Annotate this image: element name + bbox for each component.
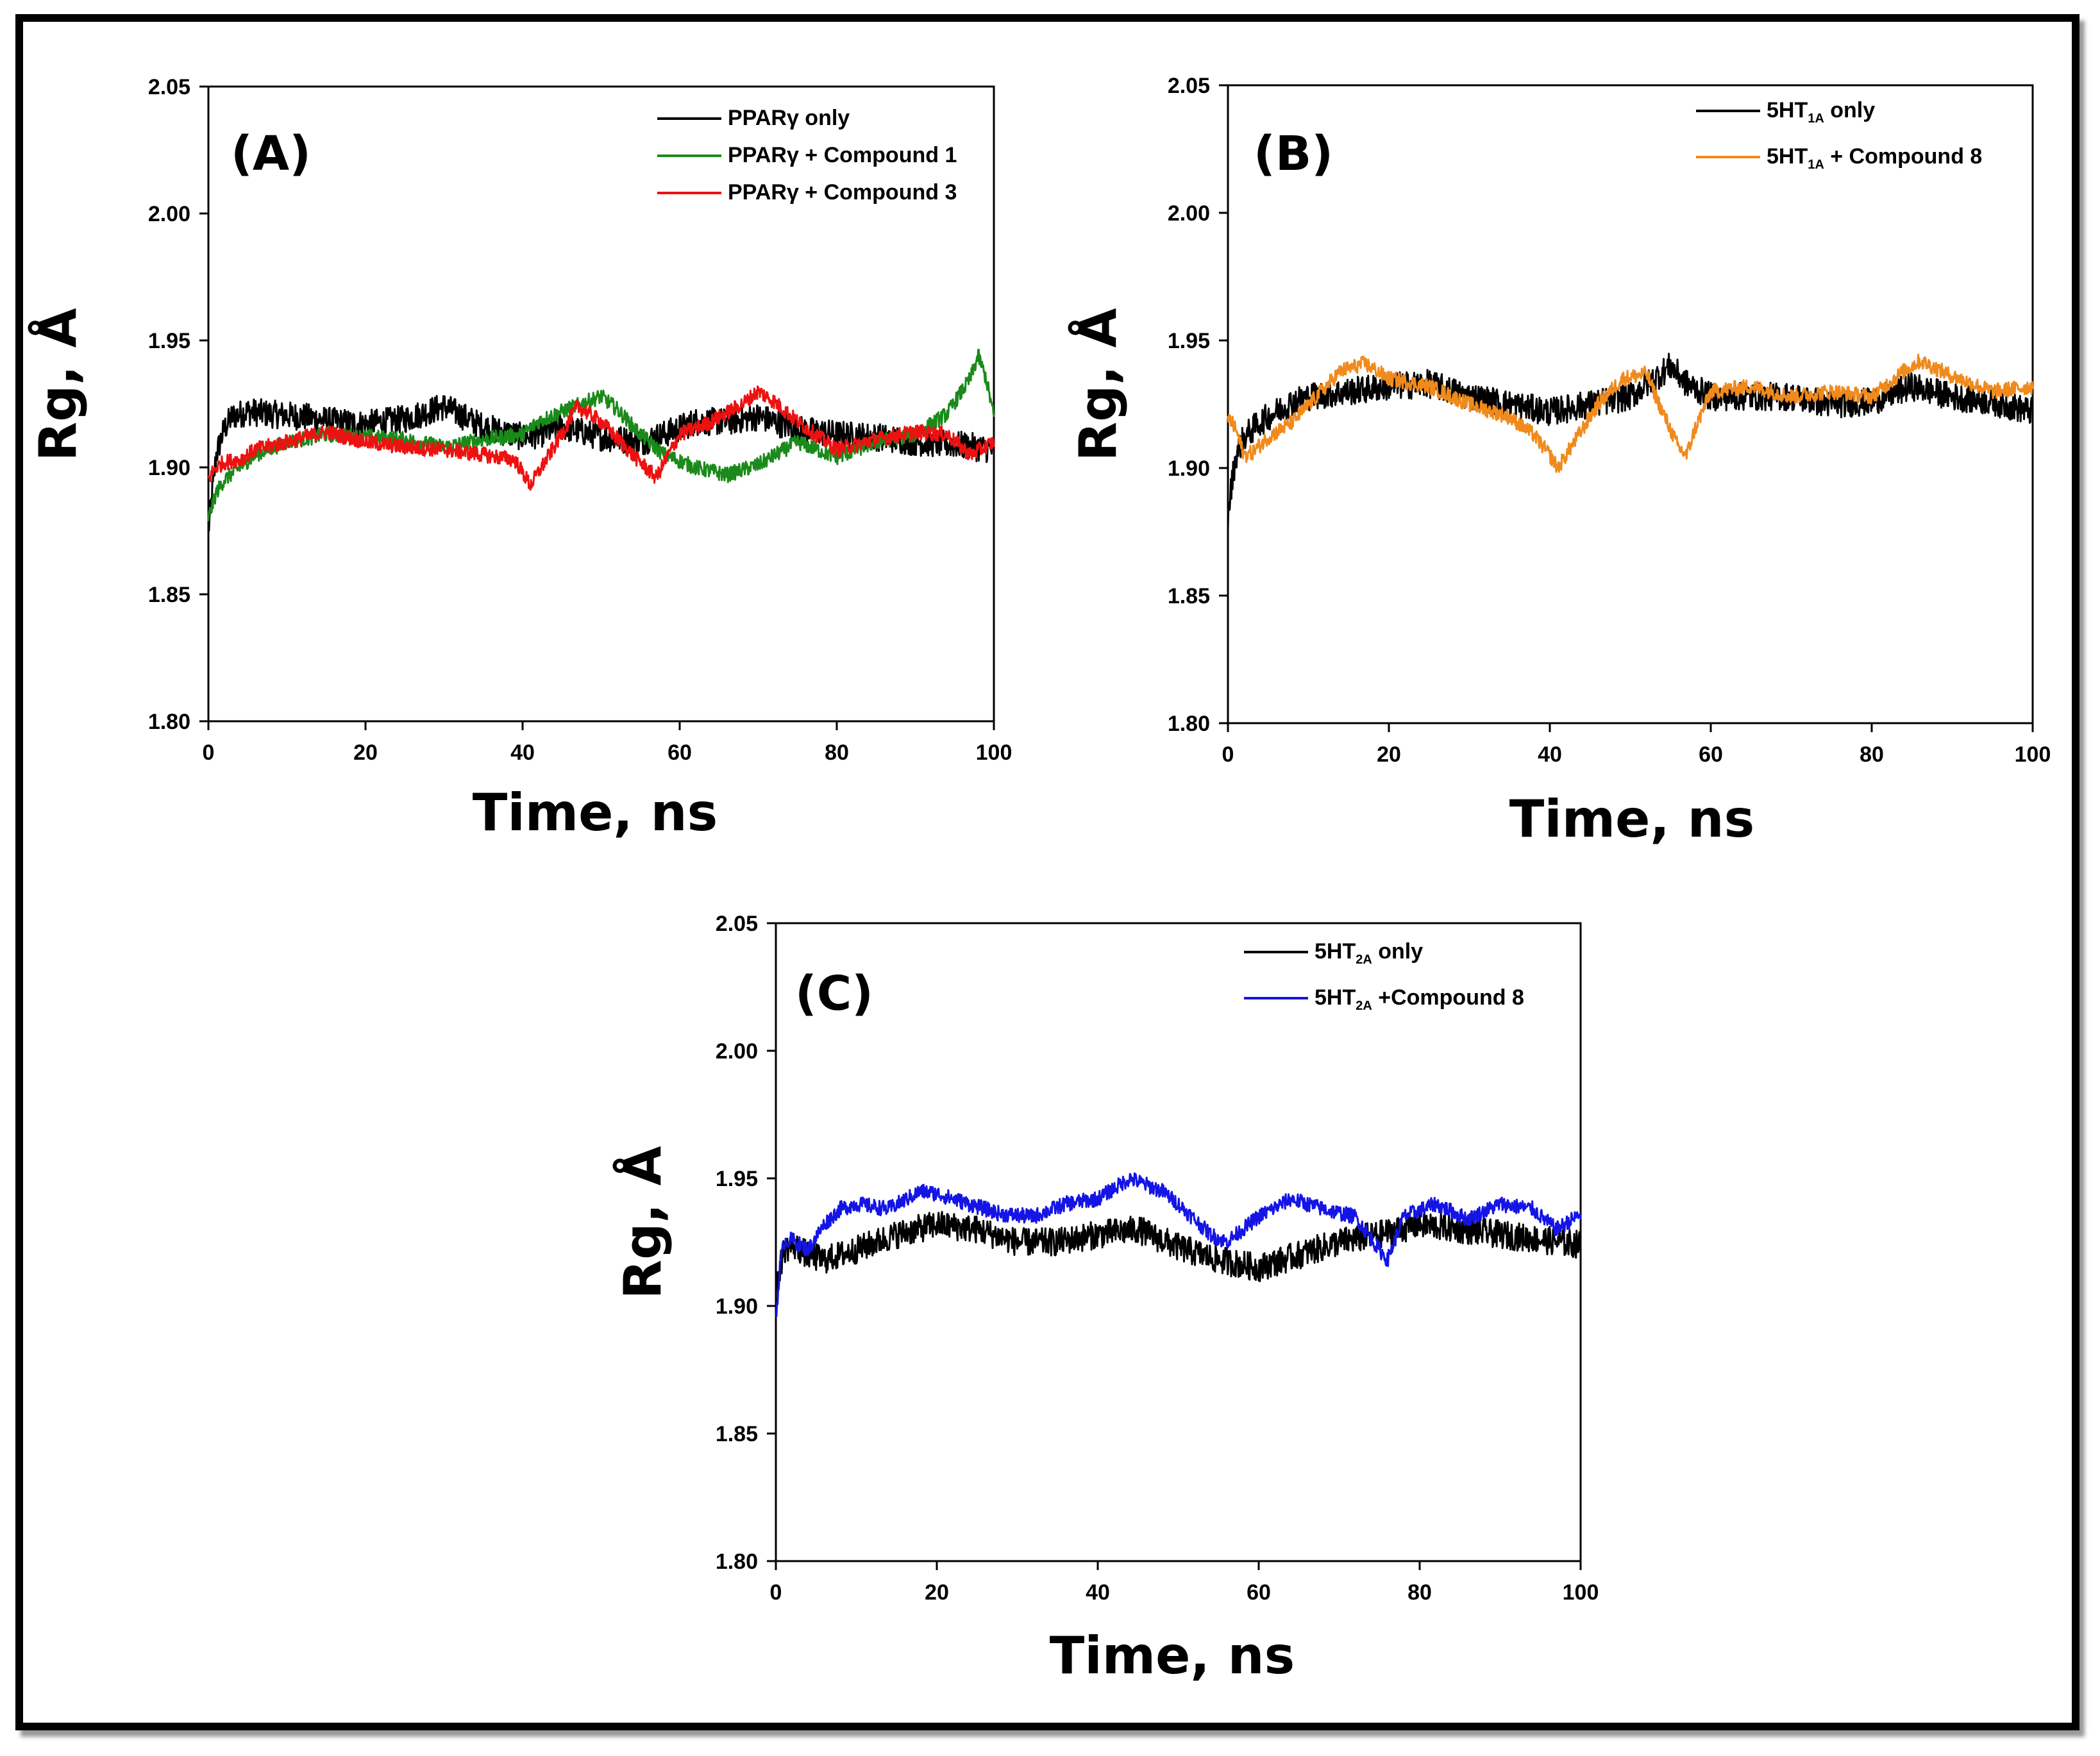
x-tick-label: 20 <box>1377 742 1401 767</box>
y-ticks: 1.80 1.85 1.90 1.95 2.00 2.05 <box>716 912 776 1574</box>
series-line-3 <box>207 385 995 491</box>
legend-label-sub: 2A <box>1356 999 1372 1013</box>
y-tick-label: 1.80 <box>1168 712 1210 736</box>
panel-label: (A) <box>231 126 311 181</box>
x-tick-label: 40 <box>510 740 535 765</box>
y-tick-label: 1.90 <box>148 456 190 480</box>
x-tick-label: 60 <box>1699 742 1723 767</box>
legend-label-sub: 1A <box>1808 112 1824 126</box>
legend-label-main: PPARγ + Compound 3 <box>728 180 957 205</box>
x-tick-label: 20 <box>925 1580 949 1605</box>
y-ticks: 1.80 1.85 1.90 1.95 2.00 2.05 <box>1168 74 1228 736</box>
figure-frame <box>15 14 2079 1730</box>
legend-label-main: 5HT <box>1315 939 1356 964</box>
legend-label-rest: only <box>1824 98 1875 122</box>
y-tick-label: 1.85 <box>1168 584 1210 608</box>
x-tick-label: 40 <box>1538 742 1562 767</box>
legend-label: 5HT2A +Compound 8 <box>1315 985 1524 1013</box>
legend-label: 5HT1A + Compound 8 <box>1767 144 1982 172</box>
y-tick-label: 1.90 <box>716 1294 758 1319</box>
y-tick-label: 1.95 <box>716 1167 758 1191</box>
y-tick-label: 1.90 <box>1168 456 1210 481</box>
series-layer <box>1227 353 2034 530</box>
panel-label: (C) <box>795 966 873 1021</box>
x-tick-label: 20 <box>353 740 378 765</box>
y-tick-label: 2.05 <box>148 75 190 99</box>
x-tick-label: 100 <box>2015 742 2051 767</box>
x-tick-label: 0 <box>770 1580 782 1605</box>
x-axis-title: Time, ns <box>473 783 718 842</box>
x-tick-label: 0 <box>1222 742 1234 767</box>
y-tick-label: 1.80 <box>148 710 190 734</box>
x-tick-label: 60 <box>668 740 692 765</box>
legend: PPARγ only PPARγ + Compound 1 PPARγ + Comp… <box>657 106 957 205</box>
legend-label: 5HT2A only <box>1315 939 1423 967</box>
legend-label-rest: +Compound 8 <box>1372 985 1524 1010</box>
y-tick-label: 2.00 <box>148 202 190 226</box>
x-tick-label: 40 <box>1086 1580 1110 1605</box>
x-ticks: 0 20 40 60 80 100 <box>203 721 1012 765</box>
x-axis-title: Time, ns <box>1509 789 1754 849</box>
y-axis-title: Rg, Å <box>1068 308 1128 461</box>
legend-label: PPARγ + Compound 1 <box>728 143 957 167</box>
x-ticks: 0 20 40 60 80 100 <box>1222 723 2051 767</box>
y-tick-label: 2.05 <box>716 912 758 936</box>
legend-label-sub: 1A <box>1808 158 1824 172</box>
y-tick-label: 1.95 <box>1168 329 1210 353</box>
y-tick-label: 1.80 <box>716 1550 758 1574</box>
x-tick-label: 80 <box>1860 742 1884 767</box>
series-line-2 <box>1227 353 2034 473</box>
legend-label-sub: 2A <box>1356 953 1372 967</box>
series-line-1 <box>207 395 995 532</box>
y-tick-label: 2.00 <box>1168 201 1210 226</box>
legend-label-main: 5HT <box>1315 985 1356 1010</box>
legend-label-main: PPARγ only <box>728 106 850 130</box>
legend-label: PPARγ only <box>728 106 850 130</box>
x-tick-label: 100 <box>976 740 1012 765</box>
series-line-1 <box>1227 353 2034 530</box>
chart-panel-a: 1.80 1.85 1.90 1.95 2.00 2.05 0 20 40 60 80 100 (A… <box>28 75 1012 842</box>
chart-panel-c: 1.80 1.85 1.90 1.95 2.00 2.05 0 20 40 60 80 100 (C… <box>612 912 1599 1685</box>
legend-label: 5HT1A only <box>1767 98 1875 126</box>
series-layer <box>775 1172 1582 1317</box>
x-tick-label: 80 <box>1407 1580 1432 1605</box>
series-line-1 <box>775 1210 1582 1300</box>
x-tick-label: 80 <box>825 740 849 765</box>
plot-area <box>207 85 995 723</box>
y-axis-title: Rg, Å <box>28 308 88 461</box>
y-tick-label: 1.85 <box>716 1422 758 1446</box>
x-tick-label: 100 <box>1563 1580 1599 1605</box>
chart-panel-b: 1.80 1.85 1.90 1.95 2.00 2.05 0 20 40 60 80 100 (B… <box>1068 74 2051 849</box>
y-tick-label: 1.95 <box>148 329 190 353</box>
x-tick-label: 60 <box>1247 1580 1271 1605</box>
x-axis-title: Time, ns <box>1050 1626 1295 1685</box>
y-tick-label: 2.00 <box>716 1039 758 1064</box>
panel-label: (B) <box>1254 126 1333 181</box>
x-ticks: 0 20 40 60 80 100 <box>770 1561 1599 1605</box>
legend-label-rest: only <box>1372 939 1423 964</box>
legend-label-main: PPARγ + Compound 1 <box>728 143 957 167</box>
y-ticks: 1.80 1.85 1.90 1.95 2.00 2.05 <box>148 75 208 734</box>
legend-label-rest: + Compound 8 <box>1824 144 1983 169</box>
y-tick-label: 1.85 <box>148 583 190 607</box>
legend-label-main: 5HT <box>1767 144 1808 169</box>
legend-label-main: 5HT <box>1767 98 1808 122</box>
series-layer <box>207 348 995 532</box>
x-tick-label: 0 <box>203 740 215 765</box>
series-line-2 <box>775 1172 1582 1317</box>
y-tick-label: 2.05 <box>1168 74 1210 98</box>
y-axis-title: Rg, Å <box>612 1146 673 1299</box>
legend-label: PPARγ + Compound 3 <box>728 180 957 205</box>
